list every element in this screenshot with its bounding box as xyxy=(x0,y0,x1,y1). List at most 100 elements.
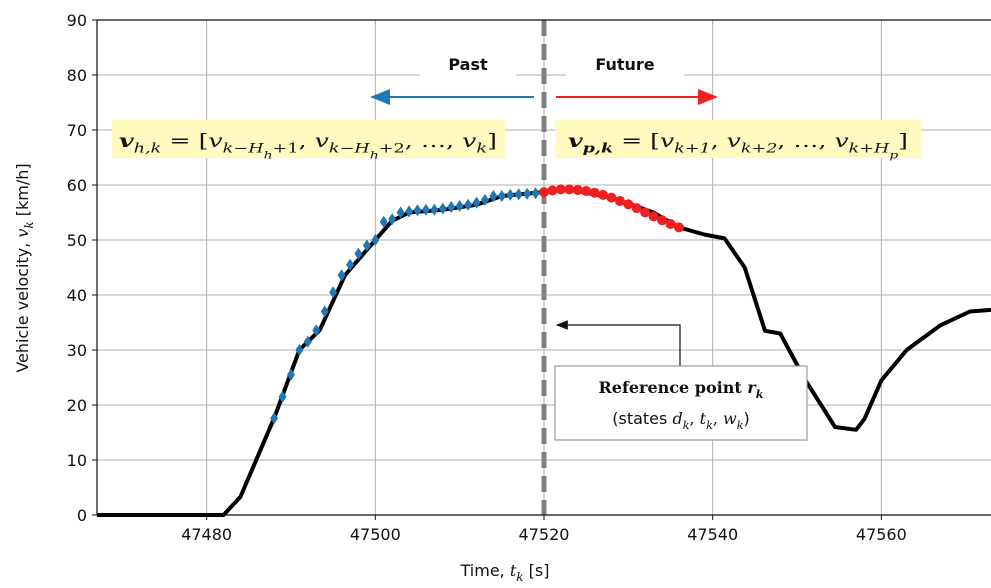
prediction-formula-part: k+1 xyxy=(674,142,711,157)
prediction-formula-part: k+2 xyxy=(741,142,778,157)
history-point xyxy=(295,344,304,356)
y-tick-label: 90 xyxy=(67,11,87,30)
prediction-point xyxy=(581,186,592,197)
history-formula-part: +1 xyxy=(273,142,299,157)
future-label: Future xyxy=(595,55,654,74)
history-formula-part: ] xyxy=(487,130,497,152)
history-formula-part: h,k xyxy=(134,142,162,157)
prediction-formula-part: = [ xyxy=(613,130,660,152)
history-formula-part: , …, xyxy=(405,130,462,152)
reference-states-part: , xyxy=(689,409,699,428)
history-point xyxy=(371,234,380,246)
y-tick-label: 0 xyxy=(77,506,87,525)
y-axis-label-part: Vehicle velocity, xyxy=(13,238,32,373)
prediction-box xyxy=(555,120,921,158)
reference-states-part: k xyxy=(683,419,690,432)
history-formula-part: k xyxy=(476,142,487,157)
plot xyxy=(97,20,991,517)
y-tick-label: 40 xyxy=(67,286,87,305)
history-point xyxy=(413,204,422,217)
y-axis-label-part: [km/h] xyxy=(13,163,32,221)
prediction-formula-part: v xyxy=(834,130,849,152)
history-point xyxy=(464,198,473,211)
prediction-point xyxy=(640,207,651,218)
x-axis-label-part: Time, xyxy=(460,561,510,580)
reference-title-part: Reference point xyxy=(598,378,747,397)
reference-title-part: r xyxy=(747,378,757,397)
history-point xyxy=(480,193,489,206)
history-point xyxy=(278,390,287,403)
history-point xyxy=(447,201,456,213)
y-axis-label-part: k xyxy=(22,221,36,228)
past-label-bg xyxy=(420,48,516,78)
history-point xyxy=(531,187,540,200)
future-label-bg xyxy=(566,48,684,78)
x-axis-label-part: [s] xyxy=(524,561,550,580)
history-point xyxy=(421,203,430,216)
x-tick-label: 47560 xyxy=(856,525,907,544)
prediction-point xyxy=(648,211,659,222)
history-formula-part: v xyxy=(462,130,477,152)
history-formula-part: +2 xyxy=(379,142,405,157)
history-point xyxy=(286,368,295,381)
history-point xyxy=(430,203,439,216)
reference-arrow xyxy=(555,320,681,366)
history-point xyxy=(455,199,464,212)
history-point xyxy=(506,188,515,201)
x-tick-label: 47480 xyxy=(181,525,232,544)
y-tick-label: 20 xyxy=(67,396,87,415)
history-point xyxy=(472,196,481,209)
prediction-point xyxy=(623,199,634,210)
prediction-point xyxy=(665,219,676,230)
reference-states-part: k xyxy=(706,419,713,432)
x-tick-label: 47500 xyxy=(350,525,401,544)
prediction-point xyxy=(555,184,566,195)
history-point xyxy=(489,190,498,202)
history-formula-part: v xyxy=(208,130,223,152)
reference-states-part: , xyxy=(713,409,723,428)
history-point xyxy=(354,247,363,260)
reference-title: Reference point rk xyxy=(598,378,763,401)
prediction-formula-part: v xyxy=(568,130,584,152)
history-point xyxy=(270,412,279,425)
prediction-formula: v p,k = [v k+1, v k+2, …, v k+H p] xyxy=(568,130,908,161)
reference-states-part: t xyxy=(700,409,707,428)
history-point xyxy=(523,187,532,200)
history-point xyxy=(379,215,388,228)
prediction-point xyxy=(564,184,575,195)
reference-states-part: (states xyxy=(612,409,672,428)
prediction-formula-part: p,k xyxy=(583,142,614,157)
history-point xyxy=(405,205,414,218)
history-point xyxy=(337,269,346,282)
history-point xyxy=(388,213,397,226)
prediction-point xyxy=(539,187,549,198)
history-box xyxy=(112,120,505,158)
history-formula-part: h xyxy=(264,149,273,161)
history-formula-part: h xyxy=(370,149,379,161)
prediction-formula-part: k+H xyxy=(849,142,890,157)
history-formula-part: v xyxy=(315,130,330,152)
x-tick-label: 47520 xyxy=(519,525,570,544)
reference-title-part: k xyxy=(756,387,764,401)
x-axis-label: Time, tk [s] xyxy=(460,561,550,584)
reference-states-part: d xyxy=(672,409,682,428)
x-tick-label: 47540 xyxy=(687,525,738,544)
prediction-point xyxy=(589,187,600,198)
prediction-point xyxy=(614,195,625,206)
prediction-point xyxy=(673,222,684,233)
prediction-point xyxy=(572,184,583,195)
reference-box xyxy=(554,365,808,441)
y-axis-label: Vehicle velocity, vk [km/h] xyxy=(13,163,36,372)
prediction-formula-part: , …, xyxy=(777,130,834,152)
prediction-formula-part: ] xyxy=(898,130,908,152)
y-tick-label: 70 xyxy=(67,121,87,140)
history-point xyxy=(438,202,447,215)
x-axis-label-part: t xyxy=(510,561,517,580)
y-axis-label-part: v xyxy=(13,229,32,238)
history-point xyxy=(497,190,506,202)
reference-states-part: w xyxy=(723,409,737,428)
history-formula-part: v xyxy=(119,130,135,152)
x-axis-label-part: k xyxy=(516,570,523,584)
